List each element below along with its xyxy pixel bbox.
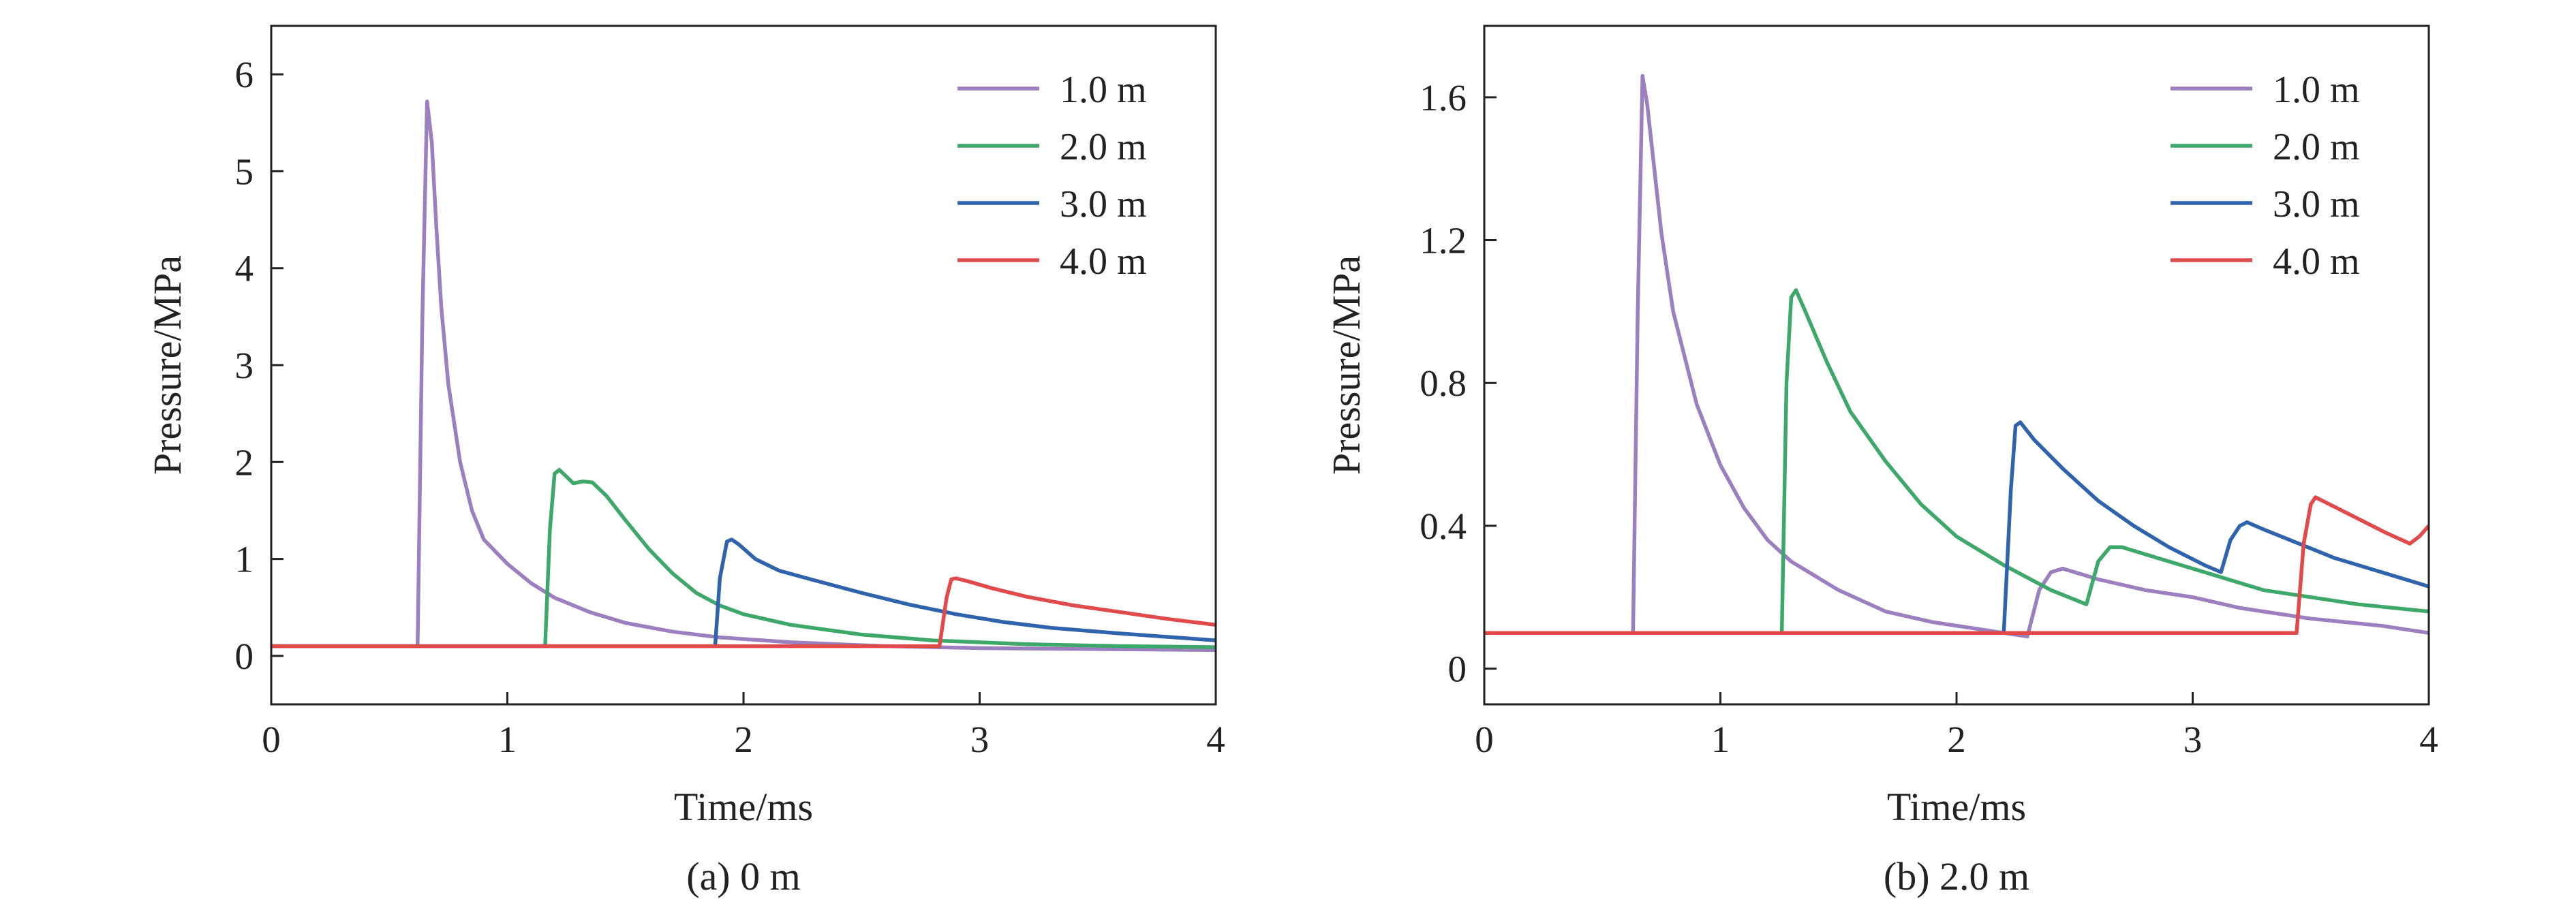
x-tick-label: 4 [1206,719,1225,760]
series-line-4 [271,576,1216,648]
y-tick-label: 0 [235,636,254,677]
legend-label: 4.0 m [1060,240,1147,283]
series-line-1 [1484,74,2429,639]
y-tick-label: 0.8 [1420,362,1467,404]
x-axis-title: Time/ms [1887,785,2026,829]
y-tick-label: 0.4 [1420,505,1467,547]
series-group [271,99,1216,653]
y-tick-label: 1.2 [1420,220,1467,262]
x-tick-label: 3 [970,719,990,760]
x-tick-label: 3 [2183,719,2203,760]
legend-label: 1.0 m [1060,69,1147,111]
y-axis-title: Pressure/MPa [1324,255,1368,475]
legend-label: 2.0 m [1060,126,1147,168]
panel-caption: (a) 0 m [686,854,801,898]
y-tick-label: 0 [1448,648,1467,690]
legend-label: 3.0 m [1060,183,1147,225]
series-line-4 [1484,495,2429,635]
y-tick-label: 1.6 [1420,77,1467,119]
legend: 1.0 m 2.0 m 3.0 m 4.0 m [957,69,1147,283]
chart-panel-b: 0 1 2 3 4 0 0.4 0.8 1.2 1.6 Time/ms Pressure/MPa (b)… [1324,25,2438,898]
x-axis-title: Time/ms [674,785,813,829]
y-tick-label: 1 [235,539,254,580]
y-axis-title: Pressure/MPa [145,255,189,475]
y-tick-label: 3 [235,345,254,386]
chart-panel-a: 0 1 2 3 4 0 1 2 3 4 5 6 Time/ms Pressure/MPa (a) 0 m 1.… [145,25,1225,898]
y-tick-label: 5 [235,151,254,192]
y-tick-label: 2 [235,441,254,483]
legend-label: 1.0 m [2273,69,2360,111]
y-tick-label: 6 [235,54,254,95]
legend-label: 3.0 m [2273,183,2360,225]
y-tick-label: 4 [235,248,254,289]
x-tick-label: 4 [2419,719,2438,760]
x-tick-label: 1 [1711,719,1730,760]
series-line-2 [271,467,1216,649]
series-line-3 [271,537,1216,648]
legend-label: 4.0 m [2273,240,2360,283]
x-tick-label: 0 [262,719,281,760]
series-line-2 [1484,288,2429,635]
x-tick-label: 1 [498,719,517,760]
panel-caption: (b) 2.0 m [1884,854,2029,898]
legend: 1.0 m 2.0 m 3.0 m 4.0 m [2171,69,2360,283]
x-tick-label: 2 [734,719,753,760]
series-line-3 [1484,420,2429,635]
legend-label: 2.0 m [2273,126,2360,168]
series-line-1 [271,99,1216,653]
x-tick-label: 2 [1947,719,1966,760]
series-group [1484,74,2429,639]
x-tick-label: 0 [1475,719,1494,760]
